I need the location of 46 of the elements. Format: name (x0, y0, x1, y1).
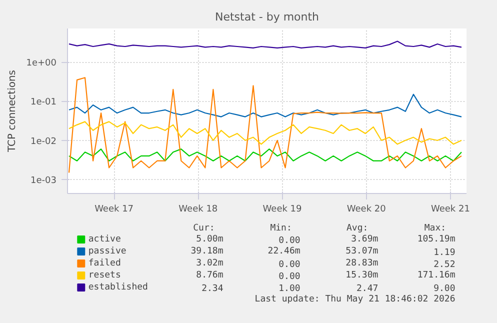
x-tick-label: Week 17 (94, 204, 134, 214)
x-tick-label: Week 21 (430, 204, 470, 214)
line-series (68, 121, 462, 145)
text: Cur: (193, 224, 215, 234)
text: 3.69m (351, 234, 378, 244)
text: Min: (270, 224, 292, 234)
text: 28.83m (346, 258, 378, 268)
legend-label: resets (88, 270, 121, 280)
text: 0.00 (278, 260, 300, 270)
line-series (68, 148, 462, 162)
y-tick-label: 1e+00 (26, 58, 57, 69)
text: 5.00m (196, 234, 224, 244)
legend-label: established (88, 282, 148, 292)
x-tick-label: Week 20 (346, 204, 386, 214)
text: Max: (424, 224, 446, 234)
text: 1.00 (278, 284, 300, 294)
chart-title: Netstat - by month (214, 10, 320, 24)
text: 39.18m (190, 246, 224, 256)
text: 2.34 (202, 284, 224, 294)
x-tick-label: Week 19 (262, 204, 302, 214)
text: Last update: Thu May 21 18:46:02 2026 (254, 294, 456, 304)
line-series (68, 94, 462, 118)
y-axis-title: TCP connections (7, 70, 18, 154)
text: 3.02m (196, 258, 224, 268)
text: 1.19 (434, 248, 456, 258)
line-series (68, 77, 462, 174)
text: 0.00 (278, 236, 300, 246)
y-tick-label: 1e-03 (30, 176, 57, 186)
y-tick-label: 1e-02 (30, 136, 57, 147)
legend-label: passive (88, 246, 126, 256)
text: 9.00 (434, 284, 456, 294)
text: 171.16m (417, 270, 456, 280)
text: 22.46m (268, 246, 300, 256)
text: 2.47 (356, 284, 378, 294)
text: 0.00 (278, 272, 300, 282)
legend-label: failed (88, 258, 121, 268)
text: 105.19m (417, 234, 456, 244)
x-tick-label: Week 18 (178, 204, 218, 214)
text: 15.30m (346, 270, 378, 280)
legend-label: active (88, 234, 121, 244)
line-series (68, 40, 462, 48)
text: 53.07m (346, 246, 378, 256)
text: 2.52 (434, 260, 456, 270)
y-tick-label: 1e-01 (30, 98, 57, 108)
text: 8.76m (196, 270, 224, 280)
text: Avg: (346, 224, 368, 234)
